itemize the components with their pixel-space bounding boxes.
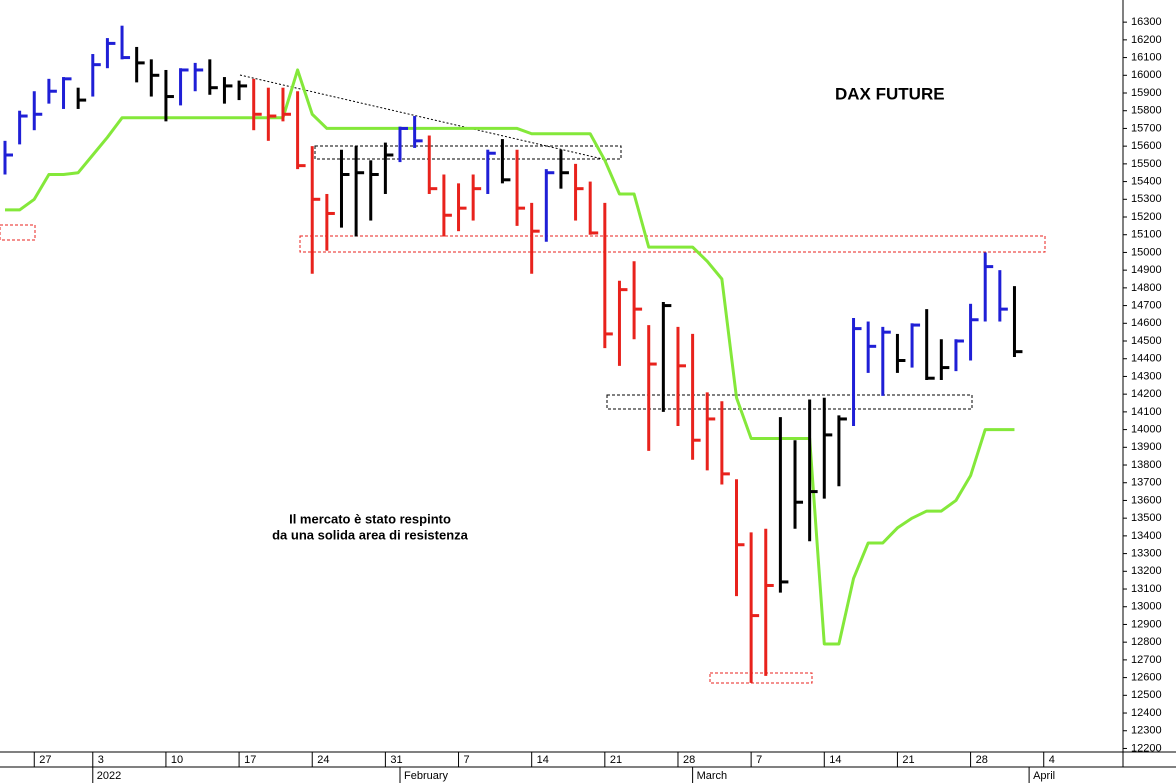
y-tick-label: 12300 bbox=[1131, 725, 1162, 737]
y-tick-label: 13100 bbox=[1131, 583, 1162, 595]
y-tick-label: 15300 bbox=[1131, 193, 1162, 205]
x-tick-label: 17 bbox=[244, 754, 256, 766]
y-tick-label: 14000 bbox=[1131, 423, 1162, 435]
y-tick-label: 14700 bbox=[1131, 299, 1162, 311]
y-tick-label: 12200 bbox=[1131, 742, 1162, 754]
y-tick-label: 13200 bbox=[1131, 565, 1162, 577]
y-tick-label: 14300 bbox=[1131, 370, 1162, 382]
y-tick-label: 15400 bbox=[1131, 175, 1162, 187]
annotation: Il mercato è stato respinto bbox=[289, 511, 451, 526]
y-tick-label: 13600 bbox=[1131, 494, 1162, 506]
x-tick-label: 31 bbox=[390, 754, 402, 766]
y-tick-label: 14200 bbox=[1131, 388, 1162, 400]
indicator-line bbox=[5, 68, 1015, 646]
y-tick-label: 16200 bbox=[1131, 34, 1162, 46]
x-tick-label: 14 bbox=[829, 754, 841, 766]
y-tick-label: 14100 bbox=[1131, 406, 1162, 418]
x-tick-label: 7 bbox=[756, 754, 762, 766]
y-tick-label: 15500 bbox=[1131, 158, 1162, 170]
y-tick-label: 12600 bbox=[1131, 672, 1162, 684]
y-tick-label: 16100 bbox=[1131, 51, 1162, 63]
x-tick-label: 7 bbox=[464, 754, 470, 766]
zones bbox=[0, 74, 1046, 684]
month-label: March bbox=[697, 770, 728, 782]
y-tick-label: 12400 bbox=[1131, 707, 1162, 719]
range-zone bbox=[606, 394, 973, 410]
y-tick-label: 13300 bbox=[1131, 547, 1162, 559]
low-zone bbox=[709, 672, 813, 684]
y-tick-label: 15900 bbox=[1131, 87, 1162, 99]
month-label: 2022 bbox=[97, 770, 121, 782]
y-tick-label: 15200 bbox=[1131, 211, 1162, 223]
y-tick-label: 12700 bbox=[1131, 654, 1162, 666]
x-tick-label: 27 bbox=[39, 754, 51, 766]
y-tick-label: 15600 bbox=[1131, 140, 1162, 152]
y-tick-label: 13000 bbox=[1131, 601, 1162, 613]
support-zone bbox=[0, 224, 36, 241]
y-tick-label: 13700 bbox=[1131, 477, 1162, 489]
x-tick-label: 4 bbox=[1049, 754, 1055, 766]
x-tick-label: 3 bbox=[98, 754, 104, 766]
y-tick-label: 12900 bbox=[1131, 618, 1162, 630]
y-tick-label: 12500 bbox=[1131, 689, 1162, 701]
x-tick-label: 21 bbox=[610, 754, 622, 766]
range-zone bbox=[314, 145, 622, 160]
y-tick-label: 15700 bbox=[1131, 122, 1162, 134]
y-tick-label: 12800 bbox=[1131, 636, 1162, 648]
x-tick-label: 10 bbox=[171, 754, 183, 766]
x-tick-label: 28 bbox=[683, 754, 695, 766]
y-tick-label: 15000 bbox=[1131, 246, 1162, 258]
y-tick-label: 13800 bbox=[1131, 459, 1162, 471]
y-tick-label: 14800 bbox=[1131, 282, 1162, 294]
trend-line bbox=[239, 74, 608, 161]
x-tick-label: 21 bbox=[902, 754, 914, 766]
y-tick-label: 14500 bbox=[1131, 335, 1162, 347]
month-label: April bbox=[1033, 770, 1055, 782]
y-tick-label: 15800 bbox=[1131, 105, 1162, 117]
resistance-zone bbox=[299, 235, 1046, 253]
y-tick-label: 16300 bbox=[1131, 16, 1162, 28]
x-tick-label: 24 bbox=[317, 754, 329, 766]
y-tick-label: 16000 bbox=[1131, 69, 1162, 81]
y-tick-label: 13900 bbox=[1131, 441, 1162, 453]
y-tick-label: 13500 bbox=[1131, 512, 1162, 524]
annotation: da una solida area di resistenza bbox=[272, 527, 469, 542]
month-label: February bbox=[404, 770, 449, 782]
y-tick-label: 14600 bbox=[1131, 317, 1162, 329]
chart-title: DAX FUTURE bbox=[835, 84, 945, 103]
y-tick-label: 15100 bbox=[1131, 229, 1162, 241]
y-tick-label: 14400 bbox=[1131, 353, 1162, 365]
x-tick-label: 14 bbox=[537, 754, 549, 766]
y-tick-label: 13400 bbox=[1131, 530, 1162, 542]
y-tick-label: 14900 bbox=[1131, 264, 1162, 276]
x-tick-label: 28 bbox=[976, 754, 988, 766]
